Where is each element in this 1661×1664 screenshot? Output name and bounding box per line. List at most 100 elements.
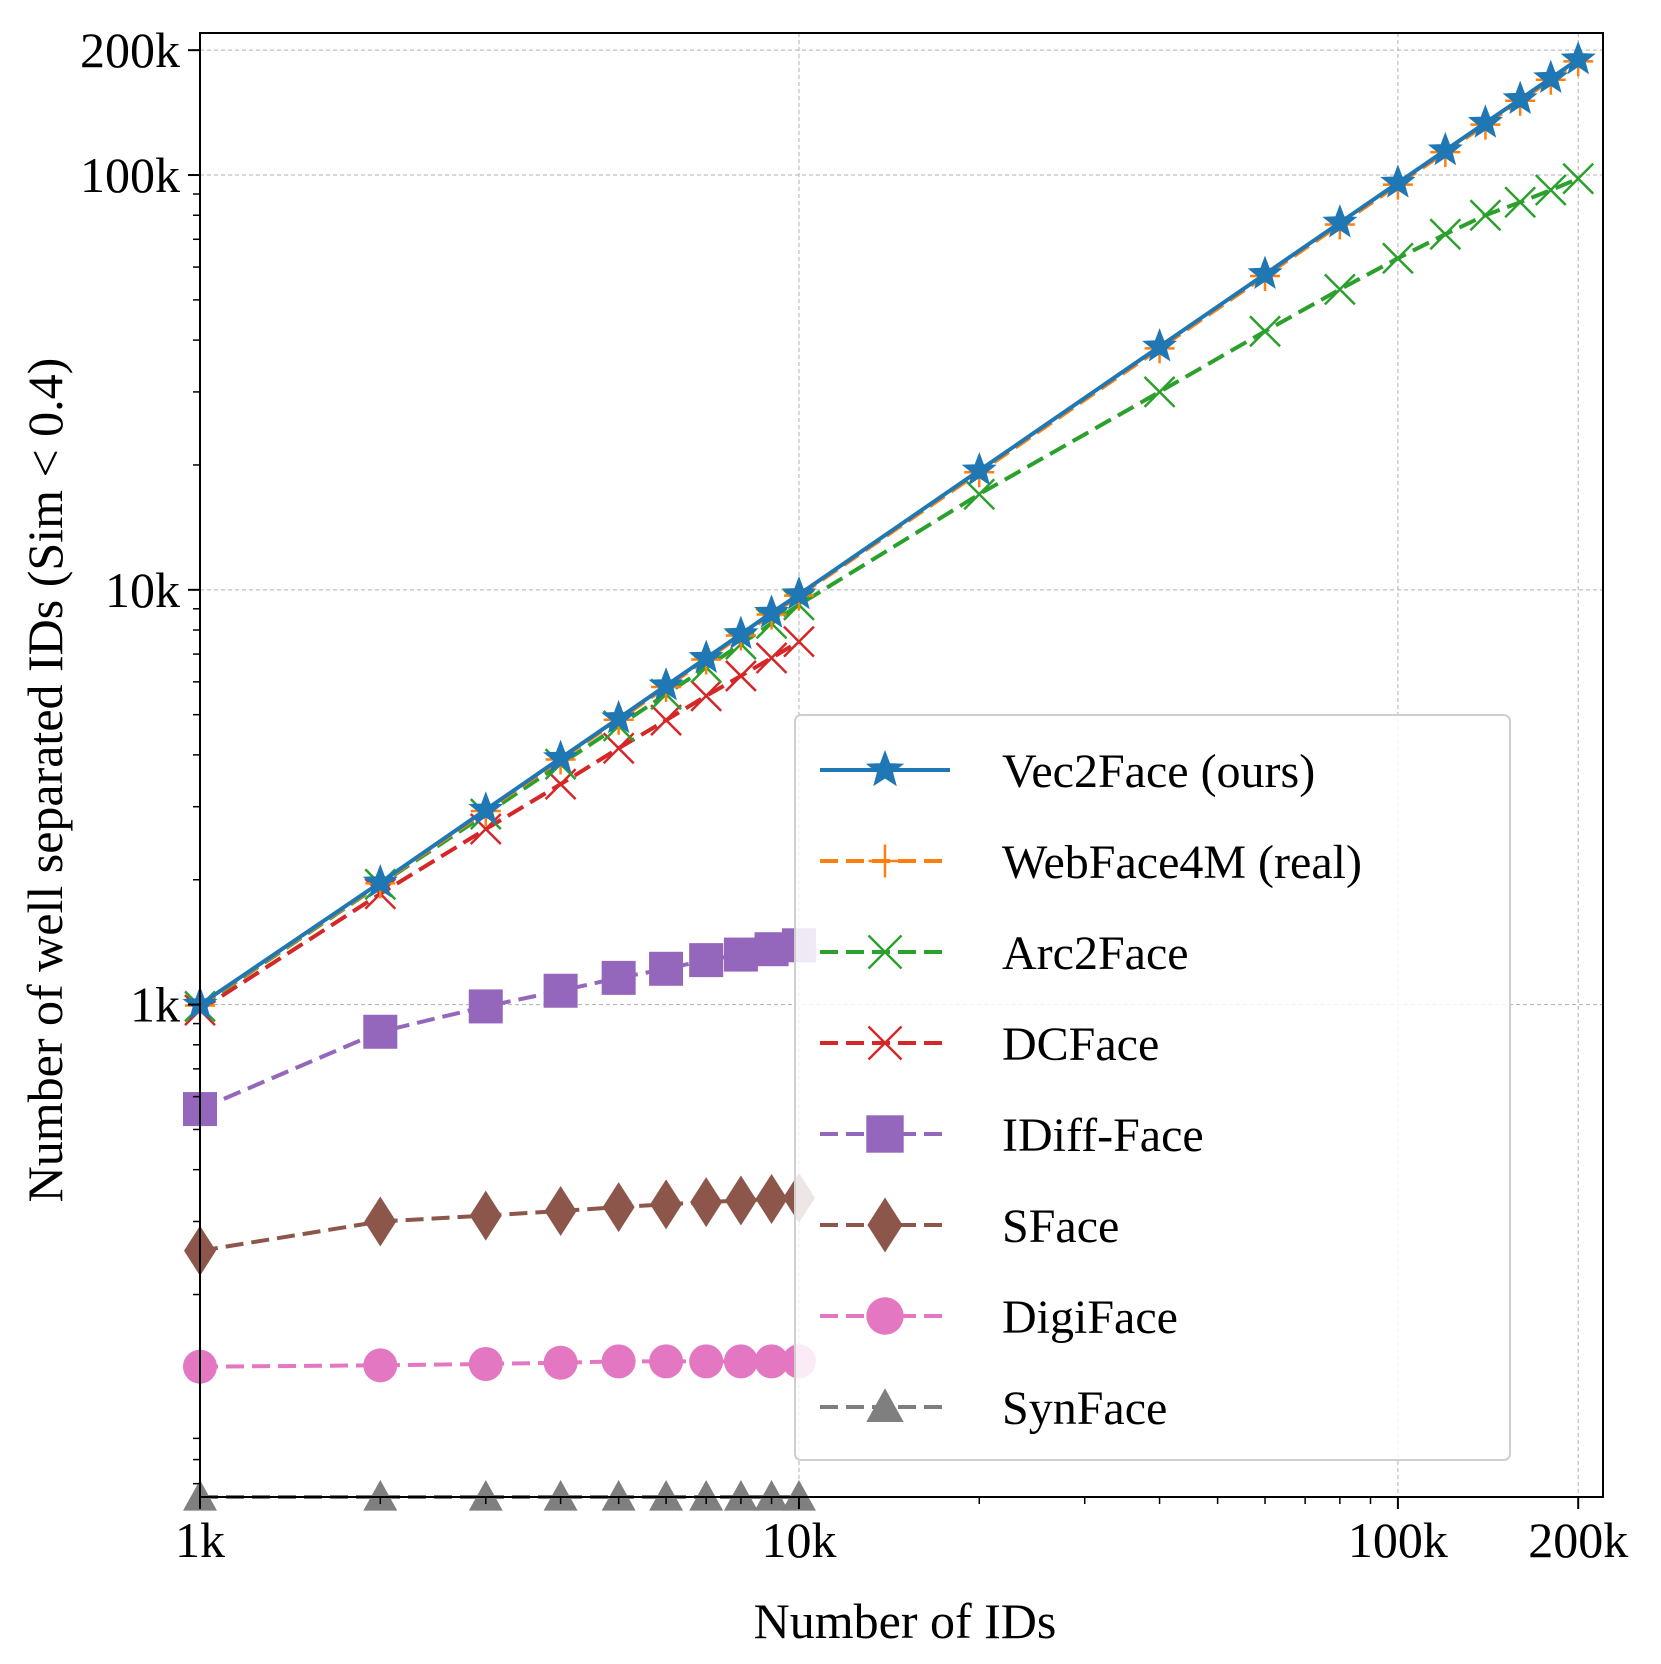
data-point-arc2face [1143,376,1176,408]
x-tick-label: 200k [1528,1512,1628,1568]
legend-label-synface: SynFace [1002,1382,1167,1435]
data-point-synface [649,1480,684,1511]
x-tick-label: 1k [175,1512,225,1568]
data-point-digiface [468,1347,503,1382]
data-point-vec2face-ours [1322,204,1358,238]
data-point-synface [723,1480,758,1511]
data-point-vec2face-ours [543,739,579,773]
data-point-vec2face-ours [781,575,817,610]
data-point-dcface [755,642,788,674]
legend-label-digiface: DigiFace [1002,1291,1178,1344]
data-point-sface [650,1179,683,1230]
data-point-synface [689,1480,724,1511]
data-point-sface [544,1185,577,1236]
tick-layer: 1k 10k 100k 200k 1k 10k 100k 200k [80,22,1628,1568]
data-point-vec2face-ours [362,864,398,898]
data-point-vec2face-ours [1502,80,1538,115]
data-point-idiff-face [601,960,636,995]
data-point-digiface [601,1344,636,1379]
legend-label-vec2face-ours: Vec2Face (ours) [1002,745,1315,798]
legend-label-webface4m-real: WebFace4M (real) [1002,836,1362,889]
data-point-sface [724,1175,757,1226]
series-layer [182,40,1596,1511]
legend-label-arc2face: Arc2Face [1002,927,1189,980]
data-point-dcface [725,660,757,692]
legend-entry-sface: SFace [820,1197,1119,1253]
data-point-dcface [469,813,502,845]
data-point-sface [755,1173,788,1224]
legend-entry-dcface: DCFace [820,1018,1159,1071]
data-point-sface [364,1196,397,1247]
data-point-dcface [690,680,723,712]
legend: Vec2Face (ours) WebFace4M (real) Arc2Face D… [794,714,1511,1461]
data-point-vec2face-ours [1247,255,1283,289]
legend-marker-synface [866,1388,904,1422]
data-point-synface [543,1480,578,1511]
legend-entry-digiface: DigiFace [820,1291,1178,1344]
data-point-vec2face-ours [1533,59,1569,94]
legend-marker-idiff-face [866,1115,904,1153]
data-point-dcface [650,704,682,737]
legend-box [794,714,1511,1461]
data-point-synface [601,1480,636,1511]
y-axis-label: Number of well separated IDs (Sim < 0.4) [17,358,73,1203]
data-point-digiface [689,1344,724,1379]
y-tick-label: 10k [105,562,180,618]
legend-entry-arc2face: Arc2Face [820,927,1189,980]
data-point-arc2face [1382,242,1414,275]
series-idiff-face [183,928,816,1127]
data-point-sface [469,1190,502,1241]
data-point-idiff-face [689,943,724,978]
data-point-arc2face [1469,199,1502,232]
data-point-dcface [602,732,635,765]
series-line-dcface [198,639,801,1012]
legend-marker-arc2face [867,934,903,970]
data-point-digiface [363,1348,398,1383]
data-point-digiface [754,1344,789,1379]
data-point-vec2face-ours [688,639,724,673]
data-point-vec2face-ours [961,451,997,486]
data-point-vec2face-ours [601,699,637,734]
series-sface [184,1172,815,1276]
data-point-vec2face-ours [1427,131,1463,166]
data-point-arc2face [1429,218,1462,251]
legend-marker-sface [867,1197,903,1253]
series-digiface [183,1344,816,1384]
data-point-synface [363,1480,398,1511]
data-point-sface [690,1177,723,1228]
legend-entry-synface: SynFace [820,1382,1167,1435]
legend-marker-digiface [866,1297,904,1335]
y-tick-label: 1k [130,977,180,1033]
legend-entry-webface4m-real: WebFace4M (real) [820,836,1362,889]
data-point-idiff-face [468,989,503,1024]
series-synface [183,1480,816,1511]
y-tick-label: 100k [80,147,180,203]
legend-label-dcface: DCFace [1002,1018,1159,1071]
x-tick-label: 10k [761,1512,836,1568]
legend-label-idiff-face: IDiff-Face [1002,1109,1204,1162]
data-point-idiff-face [363,1014,398,1049]
data-point-vec2face-ours [1467,104,1503,138]
data-point-vec2face-ours [468,791,504,825]
data-point-idiff-face [723,937,758,972]
legend-entry-vec2face-ours: Vec2Face (ours) [820,745,1315,798]
legend-marker-webface4m-real [868,844,902,878]
data-point-dcface [783,625,815,658]
data-point-digiface [723,1344,758,1379]
data-point-arc2face [1249,315,1281,348]
data-point-sface [602,1182,635,1233]
data-point-arc2face [1534,174,1567,206]
legend-entry-idiff-face: IDiff-Face [820,1109,1204,1162]
data-point-synface [468,1480,503,1511]
data-point-vec2face-ours [1380,164,1416,198]
data-point-synface [781,1480,816,1511]
y-tick-label: 200k [80,22,180,78]
data-point-vec2face-ours [648,667,684,701]
plot-frame [199,32,1604,1498]
x-axis-label: Number of IDs [754,1593,1057,1649]
data-point-digiface [543,1345,578,1380]
data-point-arc2face [1504,186,1537,219]
data-point-arc2face [1323,273,1356,306]
data-point-vec2face-ours [754,594,790,628]
